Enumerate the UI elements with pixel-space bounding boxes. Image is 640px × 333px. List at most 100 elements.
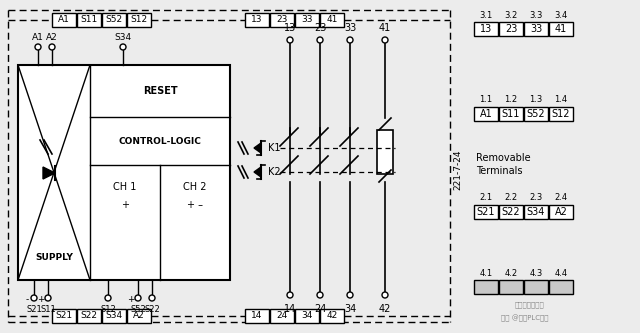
Bar: [245, 13, 269, 27]
Text: 1.4: 1.4: [554, 96, 568, 105]
Circle shape: [317, 37, 323, 43]
Text: 13: 13: [252, 16, 263, 25]
Text: S34: S34: [527, 207, 545, 217]
Text: 2.3: 2.3: [529, 193, 543, 202]
Text: 2.4: 2.4: [554, 193, 568, 202]
Text: S21: S21: [477, 207, 495, 217]
Text: 42: 42: [326, 311, 338, 320]
Text: +: +: [37, 295, 45, 304]
Bar: [499, 280, 523, 294]
Text: S22: S22: [502, 207, 520, 217]
Bar: [270, 309, 294, 323]
Bar: [77, 309, 101, 323]
Text: S34: S34: [115, 33, 132, 42]
Text: S21: S21: [26, 305, 42, 314]
Text: S22: S22: [144, 305, 160, 314]
Text: 14: 14: [284, 304, 296, 314]
Text: 3.1: 3.1: [479, 11, 493, 20]
Text: 3.4: 3.4: [554, 11, 568, 20]
Bar: [52, 13, 76, 27]
Polygon shape: [254, 167, 261, 177]
Circle shape: [382, 292, 388, 298]
Circle shape: [149, 295, 155, 301]
Text: A1: A1: [58, 16, 70, 25]
Bar: [549, 22, 573, 36]
Bar: [499, 22, 523, 36]
Text: K2: K2: [268, 167, 280, 177]
Text: 2.2: 2.2: [504, 193, 518, 202]
Text: 就爱说好话课堂: 就爱说好话课堂: [515, 302, 545, 308]
Text: RESET: RESET: [143, 86, 177, 96]
Polygon shape: [254, 143, 261, 153]
Text: 24: 24: [314, 304, 326, 314]
Bar: [127, 309, 151, 323]
Text: 2.1: 2.1: [479, 193, 493, 202]
Text: S52: S52: [106, 16, 123, 25]
Text: S11: S11: [81, 16, 98, 25]
Text: 3.2: 3.2: [504, 11, 518, 20]
Text: 1.2: 1.2: [504, 96, 518, 105]
Text: +: +: [121, 200, 129, 210]
Bar: [102, 13, 126, 27]
Text: 41: 41: [379, 23, 391, 33]
Circle shape: [287, 37, 293, 43]
Text: A1: A1: [32, 33, 44, 42]
Circle shape: [135, 295, 141, 301]
Bar: [474, 280, 498, 294]
Text: K1: K1: [268, 143, 280, 153]
Bar: [77, 13, 101, 27]
Text: S52: S52: [527, 109, 545, 119]
Bar: [295, 309, 319, 323]
Bar: [524, 22, 548, 36]
Circle shape: [120, 44, 126, 50]
Text: 1.3: 1.3: [529, 96, 543, 105]
Bar: [18, 65, 230, 280]
Bar: [524, 107, 548, 121]
Text: 41: 41: [326, 16, 338, 25]
Bar: [320, 309, 344, 323]
Bar: [270, 13, 294, 27]
Text: + –: + –: [187, 200, 203, 210]
Bar: [474, 107, 498, 121]
Circle shape: [347, 292, 353, 298]
Bar: [102, 309, 126, 323]
Circle shape: [45, 295, 51, 301]
Text: S12: S12: [100, 305, 116, 314]
Text: 14: 14: [252, 311, 262, 320]
Text: 23: 23: [276, 16, 288, 25]
Text: 4.4: 4.4: [554, 268, 568, 277]
Text: 3.3: 3.3: [529, 11, 543, 20]
Text: 1.1: 1.1: [479, 96, 493, 105]
Text: Terminals: Terminals: [476, 166, 522, 176]
Text: 23: 23: [314, 23, 326, 33]
Text: 4.3: 4.3: [529, 268, 543, 277]
Text: 13: 13: [284, 23, 296, 33]
Text: 33: 33: [344, 23, 356, 33]
Circle shape: [287, 292, 293, 298]
Text: A1: A1: [479, 109, 492, 119]
Bar: [524, 205, 548, 219]
Bar: [295, 13, 319, 27]
Circle shape: [31, 295, 37, 301]
Bar: [377, 130, 393, 174]
Text: A2: A2: [133, 311, 145, 320]
Text: CONTROL-LOGIC: CONTROL-LOGIC: [118, 137, 202, 146]
Bar: [524, 280, 548, 294]
Bar: [245, 309, 269, 323]
Text: 221-7-24: 221-7-24: [454, 150, 463, 190]
Text: S12: S12: [131, 16, 148, 25]
Text: CH 2: CH 2: [183, 182, 207, 192]
Text: CH 1: CH 1: [113, 182, 137, 192]
Bar: [474, 22, 498, 36]
Circle shape: [382, 37, 388, 43]
Bar: [127, 13, 151, 27]
Text: 23: 23: [505, 24, 517, 34]
Text: 33: 33: [301, 16, 313, 25]
Bar: [499, 107, 523, 121]
Text: S34: S34: [106, 311, 123, 320]
Text: 13: 13: [480, 24, 492, 34]
Text: S11: S11: [40, 305, 56, 314]
Bar: [474, 205, 498, 219]
Bar: [320, 13, 344, 27]
Text: 34: 34: [301, 311, 313, 320]
